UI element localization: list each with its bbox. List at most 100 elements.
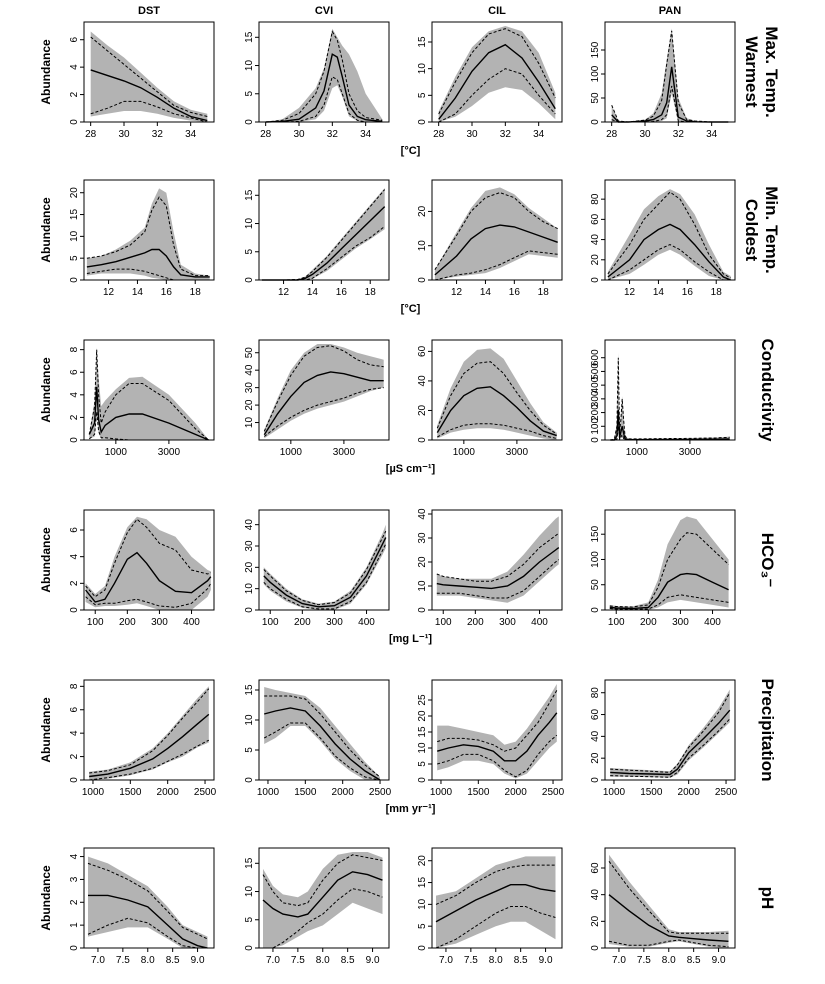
y-tick-label: 3 — [69, 876, 80, 882]
y-tick-label: 40 — [590, 889, 601, 901]
x-tick-label: 32 — [327, 129, 339, 140]
y-tick-label: 5 — [244, 917, 255, 923]
upper-bound-line — [607, 191, 731, 279]
x-tick-label: 28 — [260, 129, 272, 140]
plot-frame — [83, 679, 215, 781]
y-tick-label: 2 — [69, 899, 80, 905]
x-tick-label: 1000 — [257, 787, 280, 798]
x-tick-label: 1000 — [603, 787, 626, 798]
y-tick-label: 0 — [590, 607, 601, 613]
mean-line — [85, 551, 212, 603]
lower-bound-line — [86, 268, 210, 281]
confidence-band — [610, 689, 730, 778]
x-tick-label: 100 — [87, 617, 104, 628]
y-tick-label: 0 — [69, 945, 80, 951]
y-tick-label: 150 — [590, 41, 601, 58]
y-tick-label: 40 — [244, 519, 255, 531]
y-tick-label: 0 — [590, 119, 601, 125]
y-tick-label: 0 — [590, 437, 601, 443]
confidence-band — [88, 856, 208, 948]
x-tick-label: 28 — [606, 129, 618, 140]
mean-line — [438, 43, 556, 120]
x-tick-label: 34 — [185, 129, 197, 140]
y-tick-label: 15 — [69, 209, 80, 221]
plot-frame — [83, 179, 215, 281]
y-tick-label: 60 — [590, 862, 601, 874]
y-tick-label: 15 — [244, 857, 255, 869]
x-tick-label: 7.5 — [464, 955, 478, 966]
x-tick-label: 8.0 — [141, 955, 155, 966]
y-tick-label: 600 — [590, 349, 601, 366]
mean-line — [434, 224, 558, 276]
y-tick-label: 2 — [69, 91, 80, 97]
lower-bound-line — [88, 411, 209, 441]
x-tick-label: 1000 — [430, 787, 453, 798]
y-tick-label: 0 — [244, 607, 255, 613]
upper-bound-line — [264, 695, 381, 778]
plot-frame — [83, 847, 215, 949]
y-tick-label: 15 — [417, 36, 428, 48]
x-tick-label: 1500 — [467, 787, 490, 798]
mean-line — [263, 371, 384, 436]
lower-bound-line — [85, 583, 212, 608]
x-tick-label: 100 — [262, 617, 279, 628]
plot-frame — [604, 509, 736, 611]
upper-bound-line — [263, 530, 387, 606]
column-titles: DST CVI CIL PAN — [138, 5, 681, 17]
lower-bound-line — [607, 244, 731, 281]
x-tick-label: 14 — [132, 287, 144, 298]
confidence-band — [609, 854, 729, 948]
y-tick-label: 300 — [590, 390, 601, 407]
confidence-band — [610, 352, 730, 440]
y-tick-label: 500 — [590, 363, 601, 380]
x-tick-label: 14 — [307, 287, 319, 298]
x-tick-label: 18 — [365, 287, 377, 298]
x-tick-label: 400 — [704, 617, 721, 628]
y-tick-label: 0 — [590, 277, 601, 283]
y-tick-label: 60 — [590, 213, 601, 225]
x-tick-label: 1500 — [640, 787, 663, 798]
x-tick-label: 18 — [190, 287, 202, 298]
x-tick-label: 16 — [161, 287, 173, 298]
y-tick-label: 0 — [590, 777, 601, 783]
plot-frame — [604, 179, 736, 281]
plot-frame — [431, 179, 563, 281]
y-tick-label: 50 — [244, 347, 255, 359]
y-tick-label: 10 — [417, 63, 428, 75]
row-label: Conductivity — [758, 339, 777, 442]
panel-dst: 0 2 4 6 100 200 300 400 — [69, 509, 215, 628]
x-tick-label: 34 — [360, 129, 372, 140]
x-tick-label: 2000 — [332, 787, 355, 798]
plot-frame — [83, 339, 215, 441]
mean-line — [436, 547, 560, 590]
y-tick-label: 40 — [417, 375, 428, 387]
confidence-band — [263, 524, 386, 610]
y-tick-label: 0 — [417, 777, 428, 783]
x-tick-label: 2500 — [369, 787, 392, 798]
x-tick-label: 34 — [533, 129, 545, 140]
x-tick-label: 300 — [672, 617, 689, 628]
y-tick-label: 20 — [590, 915, 601, 927]
panel-cvi: 0 5 10 15 28 30 32 34 — [244, 21, 390, 140]
y-tick-label: 20 — [590, 752, 601, 764]
y-tick-label: 5 — [244, 747, 255, 753]
y-tick-label: 50 — [590, 92, 601, 104]
y-tick-label: 80 — [590, 193, 601, 205]
x-unit-label: [°C] — [401, 145, 421, 157]
y-tick-label: 0 — [590, 945, 601, 951]
y-tick-label: 40 — [590, 234, 601, 246]
y-tick-label: 20 — [417, 855, 428, 867]
y-axis-label: Abundance — [39, 39, 53, 105]
confidence-band — [436, 856, 556, 948]
panel-cil: 0 10 20 30 40 100 200 300 400 — [417, 508, 563, 628]
x-tick-label: 30 — [118, 129, 130, 140]
panel-cvi: 10 20 30 40 50 1000 3000 — [244, 339, 390, 458]
x-tick-label: 200 — [640, 617, 657, 628]
y-tick-label: 30 — [417, 532, 428, 544]
x-tick-label: 34 — [706, 129, 718, 140]
x-tick-label: 8.5 — [514, 955, 528, 966]
x-tick-label: 8.5 — [341, 955, 355, 966]
